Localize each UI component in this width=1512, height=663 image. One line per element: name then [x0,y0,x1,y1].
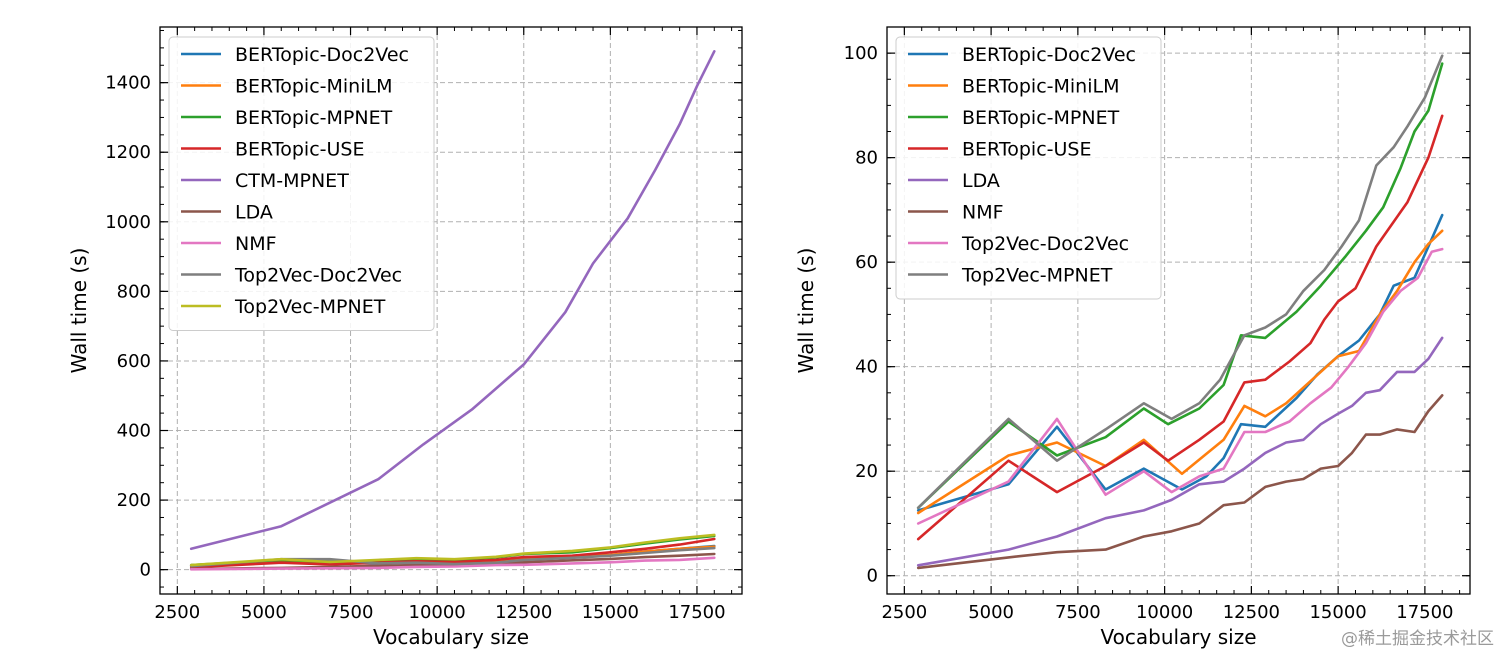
y-axis-label: Wall time (s) [67,248,91,374]
legend-box [168,36,435,331]
series-line-bertopic-doc2vec [916,213,1444,512]
legend-label: BERTopic-Doc2Vec [962,44,1136,66]
x-tick-label: 17500 [668,602,725,623]
x-tick-label: 5000 [968,602,1014,623]
y-tick-label: 100 [844,43,878,64]
chart-panel-1: 2500 5000 7500 10000 12500 15000 17500 0 200 400 6… [67,26,743,649]
x-tick-label: 5000 [241,602,287,623]
series-line-bertopic-use [916,114,1444,541]
x-tick-label: 10000 [409,602,466,623]
series-group [916,54,1444,570]
y-tick-label: 800 [117,281,151,302]
legend: BERTopic-Doc2Vec BERTopic-MiniLM BERTopic-… [895,36,1162,300]
legend-label: LDA [962,170,1000,192]
legend-label: NMF [962,202,1004,224]
legend-label: Top2Vec-MPNET [961,265,1113,287]
legend-label: BERTopic-USE [962,139,1091,161]
x-tick-label: 17500 [1396,602,1453,623]
series-line-nmf [916,394,1444,570]
y-tick-label: 60 [855,252,878,273]
y-tick-label: 20 [855,461,878,482]
x-tick-label: 12500 [1223,602,1280,623]
x-tick-label: 2500 [881,602,927,623]
y-tick-label: 0 [867,566,878,587]
series-line-top2vec-doc2vec [916,247,1444,525]
series-line-bertopic-minilm [916,229,1444,515]
series-line-nmf [189,556,716,571]
series-line-top2vec-mpnet [916,54,1444,510]
x-tick-label: 2500 [154,602,200,623]
plot-frame [886,26,1471,595]
series-line-bertopic-use [189,537,716,569]
legend-label: Top2Vec-Doc2Vec [234,265,402,287]
plot-frame [159,26,743,595]
x-tick-label: 10000 [1136,602,1193,623]
x-tick-label: 7500 [1055,602,1101,623]
x-tick-label: 7500 [328,602,374,623]
legend-label: BERTopic-Doc2Vec [235,44,409,66]
legend-label: Top2Vec-Doc2Vec [961,233,1129,255]
legend-label: BERTopic-MPNET [235,107,393,129]
x-tick-label: 15000 [582,602,639,623]
legend-label: BERTopic-MiniLM [235,76,392,98]
x-axis-label: Vocabulary size [373,625,529,649]
series-line-bertopic-mpnet [916,62,1444,510]
y-tick-label: 1400 [105,73,151,94]
legend-label: BERTopic-USE [235,139,364,161]
y-tick-label: 200 [117,490,151,511]
legend-label: LDA [235,202,273,224]
legend-label: NMF [235,233,277,255]
legend-label: Top2Vec-MPNET [234,296,386,318]
y-tick-label: 400 [117,421,151,442]
series-line-top2vec-mpnet [189,533,716,567]
x-tick-label: 12500 [495,602,552,623]
legend-label: CTM-MPNET [235,170,349,192]
series-group [189,49,716,571]
x-axis-label: Vocabulary size [1101,625,1257,649]
y-tick-label: 1200 [105,142,151,163]
legend: BERTopic-Doc2Vec BERTopic-MiniLM BERTopic-… [168,36,435,331]
chart-panel-2: 2500 5000 7500 10000 12500 15000 17500 0 20 40 60 8… [794,26,1471,649]
y-tick-label: 600 [117,351,151,372]
y-tick-label: 80 [855,148,878,169]
legend-label: BERTopic-MPNET [962,107,1120,129]
y-axis-label: Wall time (s) [794,248,818,374]
series-line-top2vec-doc2vec [189,546,716,568]
legend-label: BERTopic-MiniLM [962,76,1119,98]
y-tick-label: 0 [140,560,151,581]
legend-box [895,36,1162,300]
series-line-ctm-mpnet [189,49,716,551]
y-tick-label: 40 [855,357,878,378]
watermark: @稀土掘金技术社区 [1341,629,1494,649]
y-tick-label: 1000 [105,212,151,233]
series-line-lda [916,336,1444,567]
x-tick-label: 15000 [1309,602,1366,623]
